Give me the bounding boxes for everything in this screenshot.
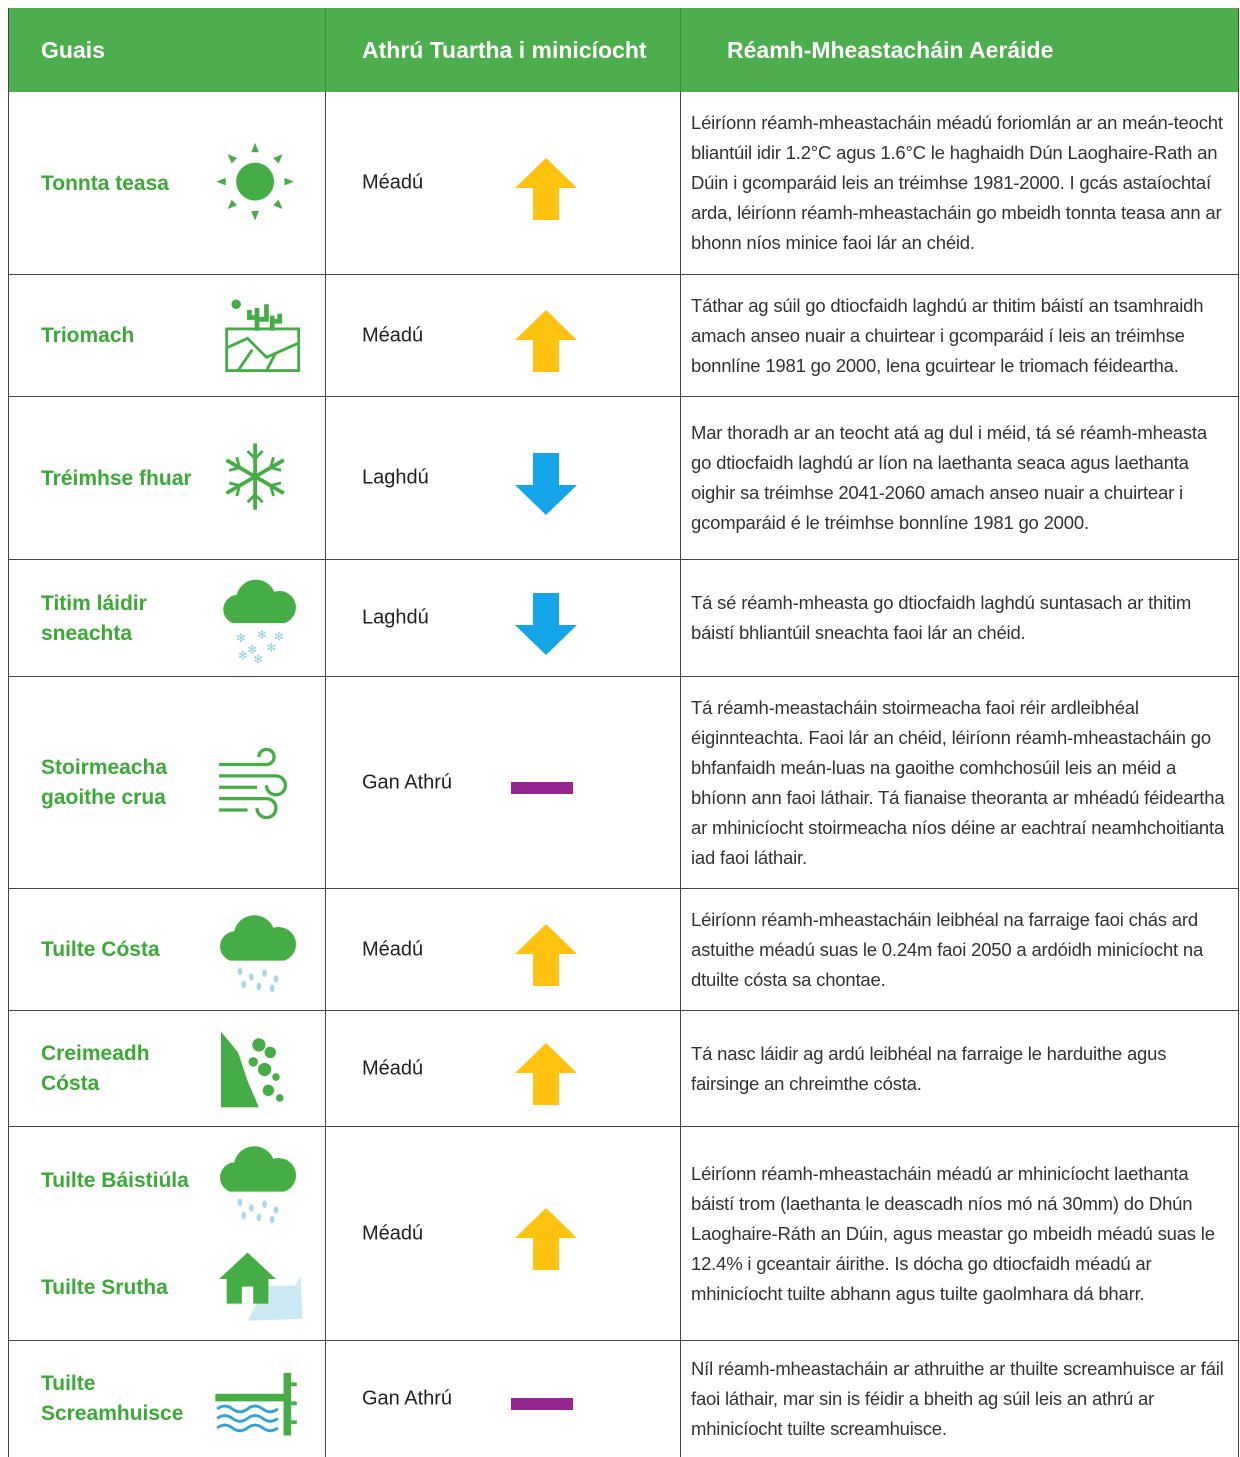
hazard-cell: Tonnta teasa [9,92,326,274]
hazard-icon [221,1031,284,1108]
hazard-name: Triomach [41,324,135,347]
trend-cell: Méadú [326,1011,681,1126]
hazard-name: Creimeadh Cósta [41,1042,150,1095]
svg-text:✻: ✻ [238,650,248,662]
trend-cell: Méadú [326,1127,681,1340]
hazard-icon [219,1251,303,1321]
header-cell: Guais [9,8,326,92]
trend-text: Laghdú [362,606,429,629]
description-cell: Tá nasc láidir ag ardú leibhéal na farra… [681,1011,1238,1126]
trend-indicator [515,310,577,372]
trend-indicator [515,157,577,220]
hazard-name: Tuilte Cósta [41,938,160,961]
table-row: Stoirmeacha gaoithe crua Gan Athrú Tá réam… [9,677,1238,889]
hazard-icon [220,915,297,993]
hazard-name: Tuilte Srutha [41,1275,168,1299]
table-row: Creimeadh Cósta Méadú Tá nasc láidir ag ar… [9,1011,1238,1127]
hazard-name: Tuilte Screamhuisce [41,1372,184,1425]
trend-text: Laghdú [362,466,429,489]
table-row: Triomach Méadú Táthar ag súil go dtiocfaid… [9,275,1238,397]
description-text: Tá réamh-meastacháin stoirmeacha faoi ré… [691,696,1225,868]
hazard-cell: Titim láidir sneachta ✻ ✻ ✻ ✻ ✻ ✻ ✻ [9,560,326,676]
description-text: Táthar ag súil go dtiocfaidh laghdú ar t… [691,294,1204,376]
trend-cell: Gan Athrú [326,677,681,888]
hazard-name: Tréimhse fhuar [41,466,192,490]
hazard-cell: Tuilte Cósta [9,889,326,1010]
description-cell: Tá réamh-meastacháin stoirmeacha faoi ré… [681,677,1238,888]
trend-text: Méadú [362,1057,424,1079]
svg-text:✻: ✻ [253,654,263,664]
hazard-name: Titim láidir sneachta [41,591,147,645]
trend-indicator [511,782,573,794]
hazard-name: Tonnta teasa [41,171,169,195]
trend-indicator [515,1208,577,1270]
description-cell: Léiríonn réamh-mheastacháin leibhéal na … [681,889,1238,1010]
hazard-icon [219,747,288,820]
hazard-name: Stoirmeacha gaoithe crua [41,756,168,809]
description-cell: Mar thoradh ar an teocht atá ag dul i mé… [681,397,1238,559]
trend-text: Gan Athrú [362,771,453,793]
hazard-icon [220,1145,297,1223]
table-row: Tuilte Báistiúla Tuilte Srutha Méadú Léirío… [9,1127,1238,1341]
description-text: Léiríonn réamh-mheastacháin leibhéal na … [691,908,1204,990]
hazard-cell: Creimeadh Cósta [9,1011,326,1126]
svg-text:✻: ✻ [257,629,267,641]
table: Guais Athrú Tuartha i minicíocht Réamh-M… [8,8,1239,1457]
hazard-cell: Tréimhse fhuar [9,397,326,559]
description-cell: Níl réamh-mheastacháin ar athruithe ar t… [681,1341,1238,1457]
trend-indicator [515,452,577,515]
trend-indicator [515,1043,577,1105]
trend-cell: Laghdú [326,560,681,676]
table-row: Tuilte Cósta Méadú Léiríonn réamh-mheastac… [9,889,1238,1011]
description-text: Níl réamh-mheastacháin ar athruithe ar t… [691,1358,1224,1439]
trend-indicator [511,1398,573,1410]
hazard-name: Tuilte Báistiúla [41,1168,189,1192]
trend-text: Méadú [362,938,424,960]
svg-text:✻: ✻ [274,631,284,643]
hazard-cell: Triomach [9,275,326,396]
hazard-cell: Stoirmeacha gaoithe crua [9,677,326,888]
hazard-icon [225,299,301,372]
trend-cell: Gan Athrú [326,1341,681,1457]
header-cell: Réamh-Mheastacháin Aeráide [681,8,1238,92]
description-text: Mar thoradh ar an teocht atá ag dul i mé… [691,422,1207,533]
hazard-cell: Tuilte Screamhuisce [9,1341,326,1457]
hazard-icon: ✻ ✻ ✻✻ ✻✻ ✻ [223,579,296,664]
svg-text:✻: ✻ [266,642,276,654]
trend-cell: Méadú [326,275,681,396]
svg-text:✻: ✻ [236,633,246,645]
description-text: Tá nasc láidir ag ardú leibhéal na farra… [691,1042,1167,1094]
table-row: Tonnta teasa Méadú Léiríonn réamh-mheastac… [9,92,1238,275]
description-cell: Léiríonn réamh-mheastacháin méadú foriom… [681,92,1238,274]
svg-text:✻: ✻ [248,644,258,656]
trend-text: Méadú [362,171,424,194]
trend-indicator [515,924,577,986]
trend-cell: Laghdú [326,397,681,559]
trend-text: Méadú [362,1222,424,1244]
hazard-icon [216,142,294,220]
description-cell: Léiríonn réamh-mheastacháin méadú ar mhi… [681,1127,1238,1340]
table-row: Tréimhse fhuar Laghdú Mar thoradh ar an te… [9,397,1238,560]
hazard-icon [215,1372,297,1436]
hazard-cell: Tuilte Báistiúla Tuilte Srutha [9,1127,326,1340]
description-text: Tá sé réamh-mheasta go dtiocfaidh laghdú… [691,592,1192,643]
description-text: Léiríonn réamh-mheastacháin méadú ar mhi… [691,1162,1215,1304]
description-cell: Táthar ag súil go dtiocfaidh laghdú ar t… [681,275,1238,396]
trend-text: Gan Athrú [362,1387,453,1410]
trend-cell: Méadú [326,889,681,1010]
description-text: Léiríonn réamh-mheastacháin méadú foriom… [691,112,1223,253]
description-cell: Tá sé réamh-mheasta go dtiocfaidh laghdú… [681,560,1238,676]
table-row: Titim láidir sneachta ✻ ✻ ✻ ✻ ✻ ✻ ✻ Laghdú Tá sé … [9,560,1238,677]
trend-text: Méadú [362,324,424,346]
trend-cell: Méadú [326,92,681,274]
trend-indicator [515,592,577,655]
hazard-icon [225,442,285,510]
table-row: Tuilte Screamhuisce Gan Athrú Níl réamh-mh… [9,1341,1238,1457]
header-cell: Athrú Tuartha i minicíocht [326,8,681,92]
